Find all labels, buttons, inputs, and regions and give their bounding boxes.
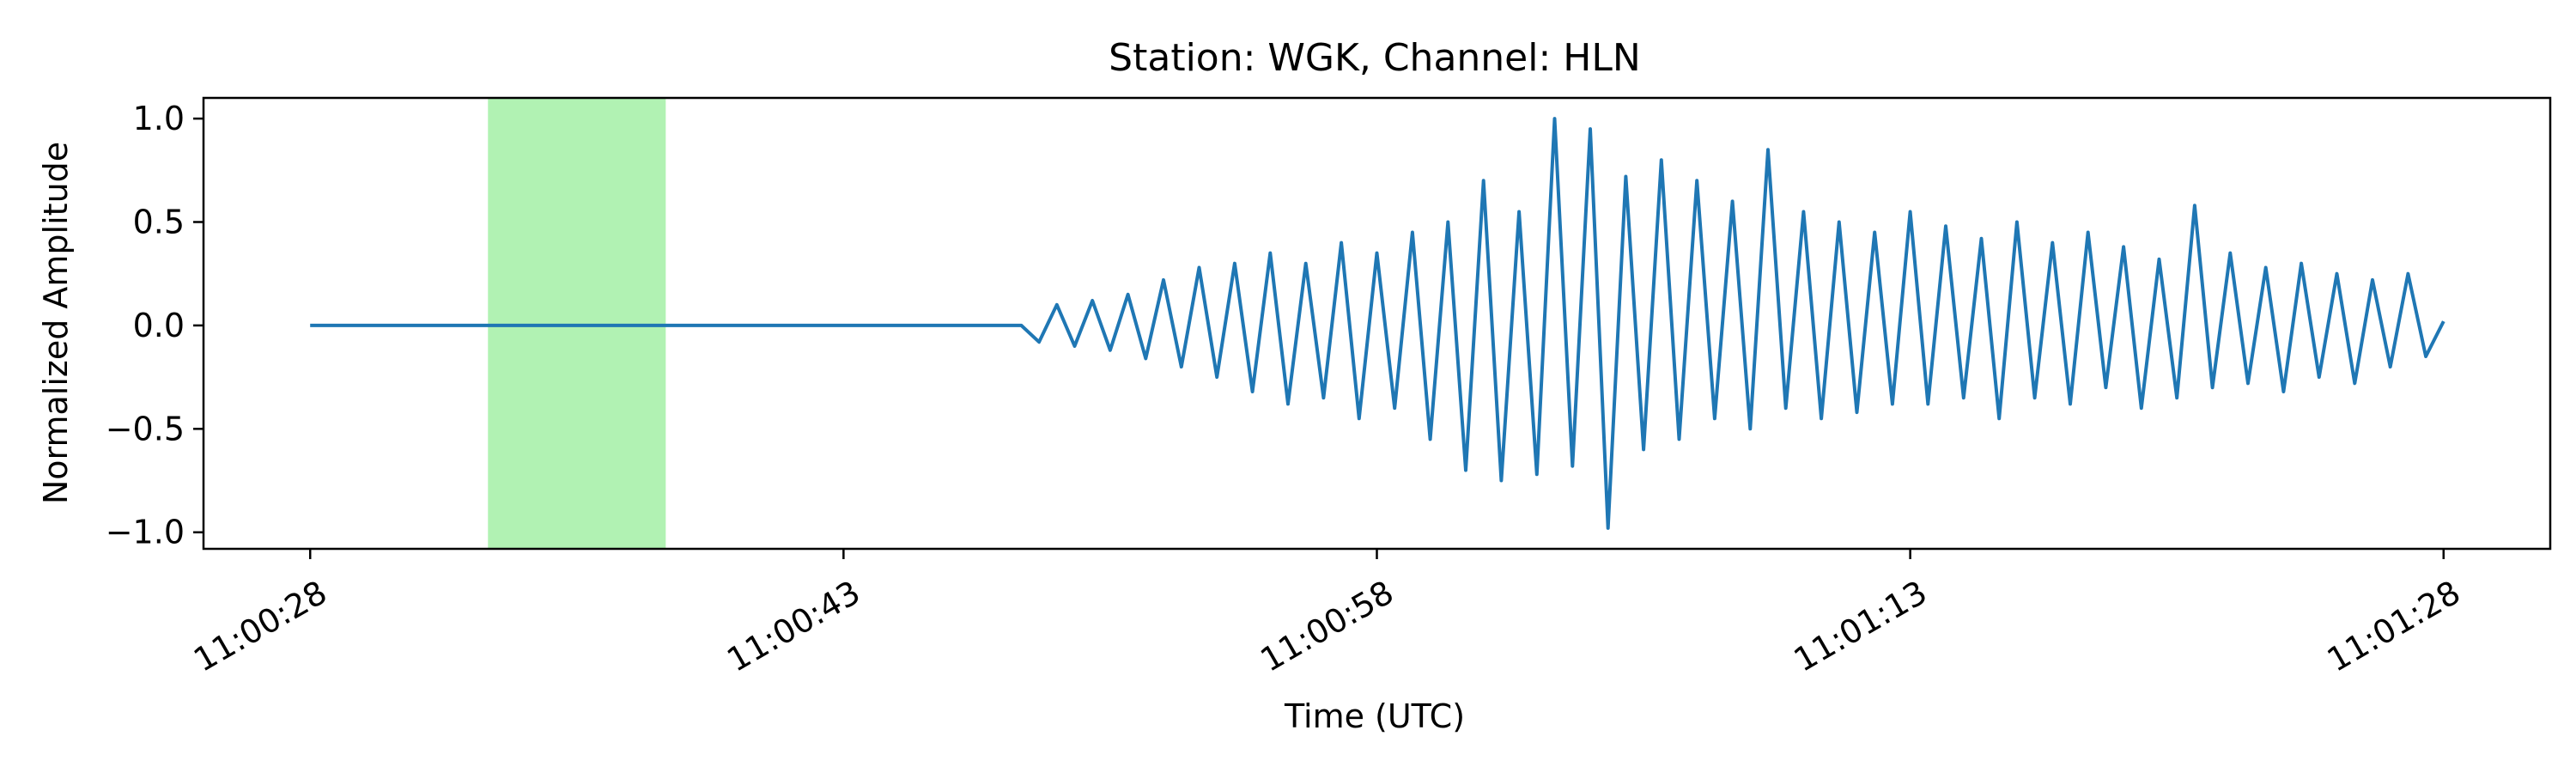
x-axis-label: Time (UTC) <box>1284 697 1465 735</box>
y-tick-label: −0.5 <box>106 410 185 447</box>
y-axis: 1.0 0.5 0.0 −0.5 −1.0 <box>106 100 204 551</box>
waveform-line <box>310 117 2445 530</box>
y-tick-label: 0.5 <box>133 203 185 240</box>
y-tick-label: 1.0 <box>133 100 185 137</box>
highlight-span <box>488 98 666 549</box>
plot-area <box>202 96 2552 551</box>
y-tick-label: −1.0 <box>106 514 185 551</box>
y-axis-label: Normalized Amplitude <box>37 142 75 504</box>
y-tick-label: 0.0 <box>133 307 185 344</box>
chart-title: Station: WGK, Channel: HLN <box>1109 36 1641 80</box>
